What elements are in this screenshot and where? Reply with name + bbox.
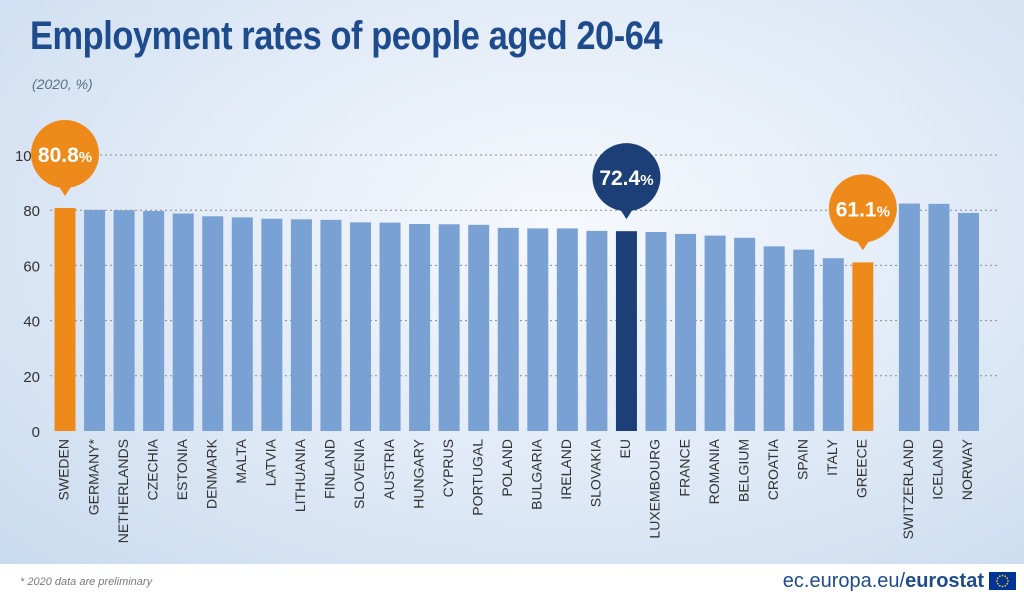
x-tick-label: IRELAND	[558, 439, 574, 500]
x-tick-label: ROMANIA	[706, 438, 722, 504]
x-tick-label: GREECE	[854, 439, 870, 498]
bar-italy	[822, 258, 844, 431]
x-tick-label: PORTUGAL	[469, 439, 485, 516]
x-tick-label: EU	[617, 439, 633, 458]
y-tick-label: 60	[23, 258, 40, 275]
eu-flag-stars	[996, 574, 1009, 588]
x-tick-label: SWITZERLAND	[900, 439, 916, 539]
x-tick-label: NORWAY	[959, 438, 975, 500]
x-tick-label: MALTA	[233, 438, 249, 483]
bar-belgium	[734, 237, 756, 431]
x-tick-label: FRANCE	[676, 439, 692, 497]
bar-malta	[231, 217, 253, 431]
bar-cyprus	[438, 224, 460, 431]
eu-flag-icon	[989, 572, 1016, 590]
flag-star	[1001, 585, 1004, 588]
flag-star	[1001, 574, 1004, 577]
flag-star	[1004, 584, 1007, 587]
x-tick-label: ICELAND	[930, 439, 946, 500]
x-tick-label: LUXEMBOURG	[647, 439, 663, 539]
x-tick-label: SLOVENIA	[351, 438, 367, 509]
x-tick-label: HUNGARY	[410, 438, 426, 508]
x-tick-label: CYPRUS	[440, 439, 456, 497]
x-tick-label: FINLAND	[322, 439, 338, 499]
bar-hungary	[409, 224, 431, 431]
flag-star	[1006, 582, 1009, 585]
flag-star	[1007, 580, 1009, 582]
x-tick-label: CROATIA	[765, 438, 781, 500]
x-tick-label: SWEDEN	[56, 439, 72, 500]
source-brand: eurostat	[905, 570, 984, 592]
bar-portugal	[468, 224, 490, 431]
bar-spain	[793, 249, 815, 431]
flag-star	[998, 584, 1001, 587]
flag-star	[1006, 577, 1009, 580]
bar-france	[675, 233, 697, 431]
bar-estonia	[172, 213, 194, 431]
flag-star	[1004, 575, 1007, 578]
bar-slovakia	[586, 230, 608, 431]
bar-finland	[320, 219, 342, 431]
bar-ireland	[556, 228, 578, 431]
x-tick-label: POLAND	[499, 439, 515, 497]
source-domain: ec.europa.eu/	[782, 570, 906, 592]
x-tick-label: BELGIUM	[735, 439, 751, 502]
bar-switzerland	[898, 203, 920, 431]
bar-lithuania	[290, 219, 312, 431]
y-tick-label: 40	[23, 314, 40, 331]
x-tick-label: ESTONIA	[174, 438, 190, 500]
flag-star	[996, 577, 999, 580]
callout-bubble	[31, 119, 99, 188]
bar-slovenia	[350, 222, 371, 431]
bar-romania	[704, 235, 726, 431]
x-tick-label: ITALY	[824, 438, 840, 475]
callout-label: 80.8%	[38, 144, 92, 167]
bar-iceland	[928, 203, 950, 431]
bar-eu	[615, 231, 637, 431]
source-link[interactable]: ec.europa.eu/eurostat	[783, 570, 984, 593]
callout-label: 61.1%	[836, 198, 890, 221]
bar-germany	[84, 209, 106, 431]
bar-greece	[852, 262, 874, 431]
callout-label: 72.4%	[599, 167, 653, 190]
footnote: * 2020 data are preliminary	[20, 576, 153, 588]
x-tick-label: BULGARIA	[529, 438, 545, 509]
x-tick-label: DENMARK	[203, 438, 219, 509]
x-tick-label: SPAIN	[794, 439, 810, 480]
callout-bubble	[592, 143, 661, 212]
x-tick-label: SLOVAKIA	[588, 438, 604, 507]
y-tick-label: 0	[32, 424, 40, 441]
bar-croatia	[763, 246, 785, 431]
bar-austria	[379, 222, 401, 431]
chart-subtitle: (2020, %)	[32, 76, 93, 92]
bar-sweden	[54, 207, 76, 431]
bar-latvia	[261, 218, 283, 431]
bar-czechia	[143, 211, 165, 431]
y-tick-label: 20	[23, 369, 40, 386]
x-tick-label: CZECHIA	[144, 438, 160, 500]
x-tick-label: GERMANY*	[85, 438, 101, 515]
page-title: Employment rates of people aged 20-64	[30, 14, 663, 58]
x-tick-label: LITHUANIA	[292, 438, 308, 512]
bar-netherlands	[113, 210, 135, 431]
y-tick-label: 80	[23, 203, 40, 220]
bar-norway	[958, 212, 979, 431]
bar-poland	[497, 227, 519, 431]
callout-bubble	[828, 174, 897, 243]
flag-star	[998, 575, 1001, 578]
bar-bulgaria	[527, 228, 549, 431]
chart-panel: Employment rates of people aged 20-64 (2…	[0, 0, 1024, 564]
bar-luxembourg	[645, 232, 667, 431]
bar-denmark	[202, 216, 224, 431]
x-tick-label: AUSTRIA	[381, 438, 397, 499]
x-tick-label: LATVIA	[263, 438, 279, 486]
flag-star	[996, 580, 998, 582]
flag-star	[996, 582, 999, 585]
x-tick-label: NETHERLANDS	[115, 439, 131, 543]
